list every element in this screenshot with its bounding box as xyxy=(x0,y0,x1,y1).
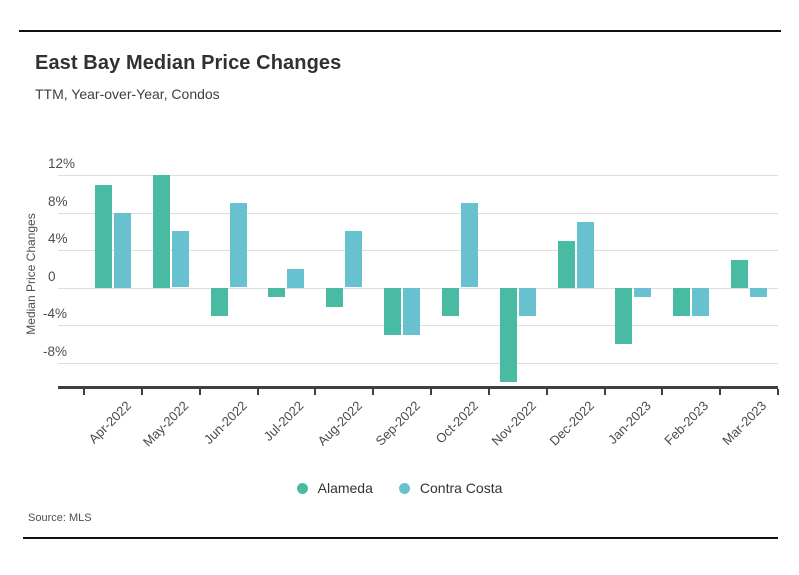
x-axis-tick xyxy=(83,389,85,395)
y-axis-title: Median Price Changes xyxy=(24,213,38,335)
bar-alameda-Sep-2022 xyxy=(384,288,401,335)
bar-alameda-Dec-2022 xyxy=(558,241,575,288)
bar-contra-costa-Nov-2022 xyxy=(519,288,536,316)
bar-contra-costa-Mar-2023 xyxy=(750,288,767,297)
x-tick-label-Apr-2022: Apr-2022 xyxy=(85,398,134,447)
x-tick-label-Sep-2022: Sep-2022 xyxy=(372,398,423,449)
x-axis-line xyxy=(58,386,778,389)
x-axis-tick xyxy=(199,389,201,395)
x-tick-label-Feb-2023: Feb-2023 xyxy=(661,398,712,448)
y-tick-label: -4% xyxy=(43,306,68,321)
bar-alameda-Jun-2022 xyxy=(211,288,228,316)
gridline-12% xyxy=(58,175,778,176)
source-note: Source: MLS xyxy=(28,512,92,524)
y-tick-label: -8% xyxy=(43,344,68,359)
bar-alameda-Jul-2022 xyxy=(268,288,285,297)
bar-contra-costa-Sep-2022 xyxy=(403,288,420,335)
x-tick-label-Dec-2022: Dec-2022 xyxy=(546,398,597,449)
bar-contra-costa-Jul-2022 xyxy=(287,269,304,288)
y-tick-label: 0 xyxy=(48,269,56,284)
bar-alameda-Oct-2022 xyxy=(442,288,459,316)
x-axis-tick xyxy=(314,389,316,395)
bar-alameda-Mar-2023 xyxy=(731,260,748,288)
chart-subtitle: TTM, Year-over-Year, Condos xyxy=(35,86,220,102)
x-axis-tick xyxy=(546,389,548,395)
bar-contra-costa-Dec-2022 xyxy=(577,222,594,288)
x-tick-label-Mar-2023: Mar-2023 xyxy=(719,398,770,448)
bar-contra-costa-Oct-2022 xyxy=(461,203,478,287)
x-axis-tick xyxy=(372,389,374,395)
chart-title: East Bay Median Price Changes xyxy=(35,52,342,74)
x-axis-tick xyxy=(777,389,779,395)
x-tick-label-Jul-2022: Jul-2022 xyxy=(260,398,307,444)
y-tick-label: 8% xyxy=(48,194,68,209)
bar-alameda-Jan-2023 xyxy=(615,288,632,344)
bar-alameda-Aug-2022 xyxy=(326,288,343,307)
contra-costa-legend-dot xyxy=(398,482,410,494)
alameda-legend-dot xyxy=(296,482,308,494)
gridline-4% xyxy=(58,250,778,251)
contra-costa-legend-label: Contra Costa xyxy=(419,480,503,496)
x-axis-tick xyxy=(141,389,143,395)
x-tick-label-Jan-2023: Jan-2023 xyxy=(604,398,654,447)
bar-contra-costa-Aug-2022 xyxy=(345,231,362,287)
x-axis-tick xyxy=(719,389,721,395)
x-axis-tick xyxy=(257,389,259,395)
x-tick-label-Oct-2022: Oct-2022 xyxy=(432,398,481,447)
y-tick-label: 4% xyxy=(48,231,68,246)
bar-contra-costa-May-2022 xyxy=(172,231,189,287)
bar-contra-costa-Jun-2022 xyxy=(230,203,247,287)
x-axis-tick xyxy=(661,389,663,395)
gridline-8% xyxy=(58,213,778,214)
bar-alameda-Nov-2022 xyxy=(500,288,517,382)
bar-alameda-Feb-2023 xyxy=(673,288,690,316)
bar-contra-costa-Jan-2023 xyxy=(634,288,651,297)
legend-item-contra-costa: Contra Costa xyxy=(398,480,503,496)
y-tick-label: 12% xyxy=(48,156,76,171)
gridline--8% xyxy=(58,363,778,364)
chart-legend: Alameda Contra Costa xyxy=(0,480,799,496)
x-axis-tick xyxy=(488,389,490,395)
legend-item-alameda: Alameda xyxy=(296,480,373,496)
x-axis-tick xyxy=(604,389,606,395)
x-tick-label-May-2022: May-2022 xyxy=(140,398,192,450)
bar-contra-costa-Apr-2022 xyxy=(114,213,131,288)
bar-alameda-May-2022 xyxy=(153,175,170,288)
x-tick-label-Jun-2022: Jun-2022 xyxy=(200,398,250,447)
bar-alameda-Apr-2022 xyxy=(95,185,112,288)
x-axis-tick xyxy=(430,389,432,395)
top-divider xyxy=(19,30,781,32)
x-tick-label-Aug-2022: Aug-2022 xyxy=(314,398,365,449)
bottom-divider xyxy=(23,537,778,539)
bar-contra-costa-Feb-2023 xyxy=(692,288,709,316)
x-tick-label-Nov-2022: Nov-2022 xyxy=(488,398,539,449)
alameda-legend-label: Alameda xyxy=(317,480,373,496)
